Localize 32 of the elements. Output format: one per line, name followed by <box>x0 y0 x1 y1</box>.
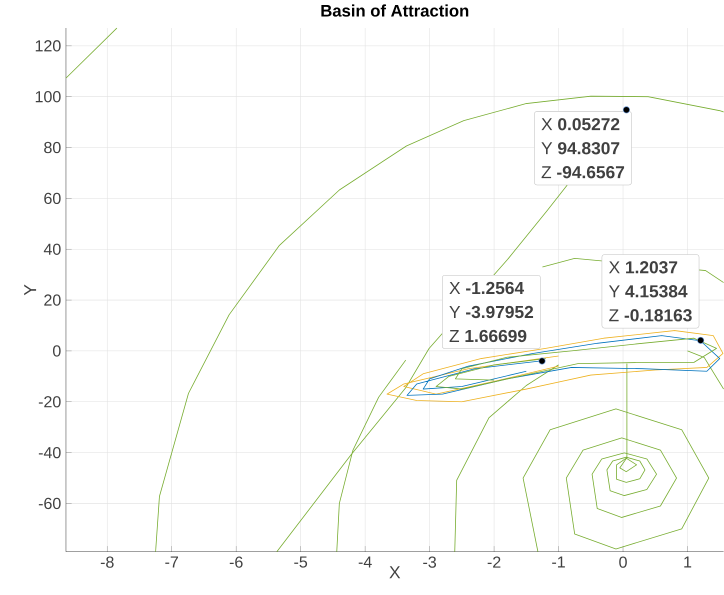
annotation: Y 94.8307 <box>541 142 620 154</box>
x-axis-title: X <box>389 566 400 578</box>
annotation: Z -94.6567 <box>542 166 624 178</box>
y-tick-label: -20 <box>38 396 61 408</box>
x-tick-label: -1 <box>552 556 565 568</box>
chart-title: Basin of Attraction <box>321 4 468 17</box>
annotation: Y 4.15384 <box>608 285 688 298</box>
annotation: Z 1.66699 <box>450 330 526 342</box>
annotation: Z -0.18163 <box>609 309 692 322</box>
y-tick-label: 100 <box>36 91 61 102</box>
annotation: X 0.05272 <box>541 118 620 130</box>
y-axis-title: Y <box>24 284 36 296</box>
x-tick-label: -6 <box>230 556 243 568</box>
y-tick-label: 20 <box>44 294 61 306</box>
x-tick-label: -3 <box>423 556 436 568</box>
annotation: X -1.2564 <box>449 282 524 294</box>
y-tick-label: -40 <box>38 447 61 458</box>
y-tick-label: 60 <box>44 192 61 204</box>
x-tick-label: -7 <box>165 556 178 568</box>
y-tick-label: 40 <box>44 244 61 255</box>
x-tick-label: -8 <box>100 556 114 568</box>
x-tick-label: 1 <box>684 556 692 568</box>
y-tick-label: 120 <box>36 40 61 52</box>
annotation: Y -3.97952 <box>449 306 534 318</box>
annotation: X 1.2037 <box>608 261 678 274</box>
x-tick-label: -2 <box>488 556 500 568</box>
x-tick-label: -4 <box>358 556 372 568</box>
x-tick-label: 0 <box>619 556 627 568</box>
x-tick-label: -5 <box>294 556 308 568</box>
y-tick-label: 80 <box>44 142 61 154</box>
y-tick-label: 0 <box>52 345 61 357</box>
y-tick-label: -60 <box>38 498 61 510</box>
